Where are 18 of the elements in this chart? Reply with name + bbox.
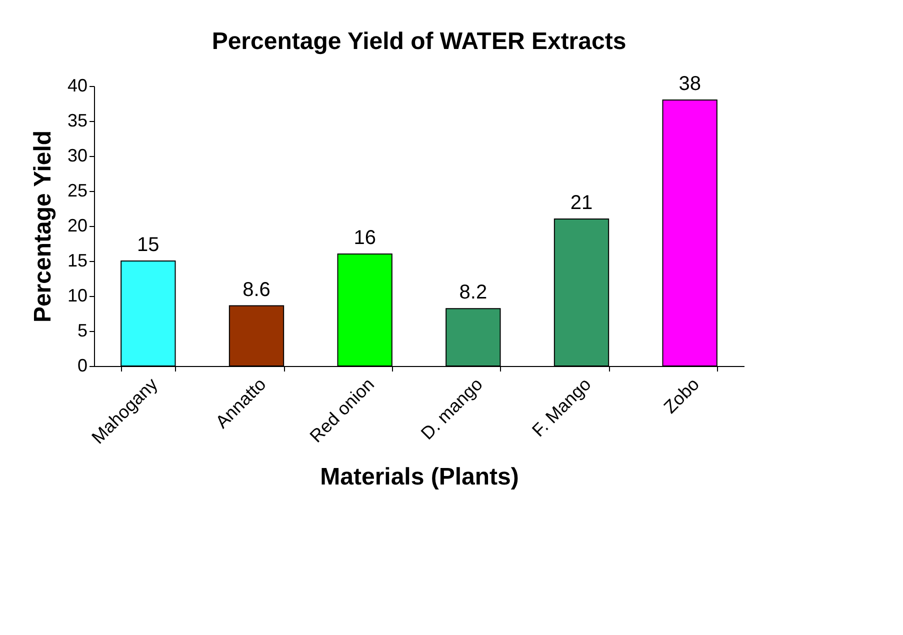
data-label: 38: [678, 73, 701, 95]
y-tick-label: 20: [67, 216, 88, 236]
y-tick-label: 0: [77, 356, 88, 376]
y-tick-label: 5: [77, 320, 88, 340]
x-axis-title: Materials (Plants): [320, 464, 519, 491]
y-axis-title: Percentage Yield: [29, 130, 56, 323]
y-tick-label: 25: [67, 180, 88, 200]
y-tick-label: 10: [67, 286, 88, 306]
data-label: 8.6: [242, 278, 270, 301]
y-tick-label: 40: [67, 76, 88, 96]
data-label: 8.2: [459, 282, 488, 304]
chart-title: Percentage Yield of WATER Extracts: [212, 28, 626, 55]
y-tick-label: 15: [67, 250, 88, 270]
data-label: 15: [137, 234, 160, 256]
data-label: 16: [354, 227, 376, 249]
y-tick-label: 30: [67, 146, 88, 166]
y-tick-label: 35: [67, 110, 88, 130]
data-label: 21: [570, 192, 593, 214]
